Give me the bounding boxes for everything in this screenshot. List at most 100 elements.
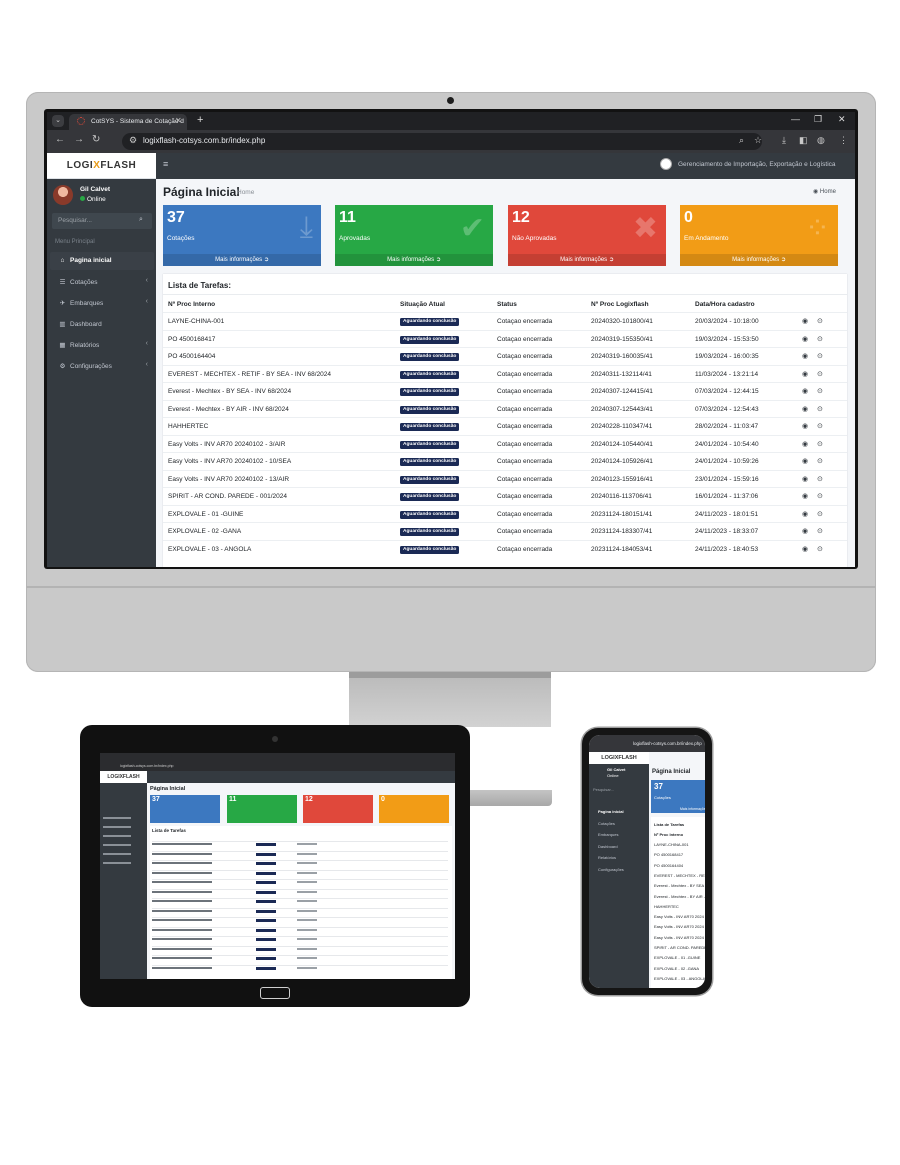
phone-sidebar-item[interactable]: Embarques [598, 832, 619, 837]
reload-icon[interactable]: ↻ [92, 134, 101, 145]
column-header[interactable]: Nº Proc Interno [168, 301, 216, 308]
stat-more-info-link[interactable]: Mais informações ➲ [680, 254, 838, 266]
action-circle-icon[interactable]: ⊙ [817, 458, 823, 465]
phone-table-row: Everest - Mechtex - BY AIR - [654, 893, 705, 899]
top-navbar [156, 153, 855, 179]
user-status-text: Online [87, 196, 106, 203]
stat-more-info-link[interactable]: Mais informações ➲ [335, 254, 493, 266]
zoom-icon[interactable]: ⌕ [739, 135, 745, 145]
view-eye-icon[interactable]: ◉ [802, 475, 809, 483]
tab-search-menu-icon[interactable]: ⌄ [52, 115, 64, 127]
view-eye-icon[interactable]: ◉ [802, 388, 809, 395]
phone-sidebar-item[interactable]: Relatórios [598, 855, 617, 860]
close-window-icon[interactable]: ✕ [838, 114, 846, 124]
hamburger-menu-icon[interactable]: ≡ [163, 159, 169, 169]
brand-logo[interactable]: LOGIXFLASH [47, 153, 156, 179]
tablet-row-text [152, 852, 212, 855]
sidebar-item-embarques[interactable]: ✈ Embarques ‹ [50, 294, 154, 312]
view-eye-icon[interactable]: ◉ [802, 545, 809, 553]
view-eye-icon[interactable]: ◉ [802, 528, 809, 535]
view-eye-icon[interactable]: ◉ [802, 370, 809, 378]
action-circle-icon[interactable]: ⊙ [817, 545, 823, 553]
stat-more-info-text: Mais informações [215, 257, 263, 263]
page-subtitle: Home [237, 189, 255, 196]
user-name[interactable]: Gil Calvet [80, 186, 110, 193]
view-eye-icon[interactable]: ◉ [802, 510, 809, 518]
phone-stat-more[interactable]: Mais informações [680, 807, 705, 811]
stat-more-info-text: Mais informações [560, 257, 608, 263]
view-eye-icon[interactable]: ◉ [802, 353, 809, 360]
tablet-sidebar-item[interactable] [103, 844, 131, 846]
action-circle-icon[interactable]: ⊙ [817, 493, 823, 500]
action-circle-icon[interactable]: ⊙ [817, 440, 823, 448]
bookmark-star-icon[interactable]: ☆ [754, 135, 763, 145]
phone-sidebar-item[interactable]: Pagina inicial [598, 809, 624, 814]
sidebar-item-pagina-inicial[interactable]: ⌂ Pagina inicial [50, 252, 154, 270]
action-circle-icon[interactable]: ⊙ [817, 335, 823, 343]
maximize-icon[interactable]: ❐ [814, 114, 823, 124]
download-icon[interactable]: ⤓ [782, 135, 786, 145]
action-circle-icon[interactable]: ⊙ [817, 370, 823, 378]
stat-more-info-link[interactable]: Mais informações ➲ [508, 254, 666, 266]
phone-sidebar-item[interactable]: Cotações [598, 820, 615, 826]
search-icon[interactable]: ⌕ [139, 216, 143, 223]
side-panel-icon[interactable]: ◧ [799, 135, 808, 145]
site-info-icon[interactable]: ⚙ [129, 135, 138, 145]
action-circle-icon[interactable]: ⊙ [817, 353, 823, 360]
tablet-row-badge [256, 900, 276, 903]
browser-menu-icon[interactable]: ⋮ [839, 135, 848, 145]
tablet-sidebar-item[interactable] [103, 826, 131, 828]
column-header[interactable]: Status [497, 301, 517, 308]
action-circle-icon[interactable]: ⊙ [817, 423, 823, 430]
phone-search-input[interactable]: Pesquisar... [593, 787, 614, 792]
column-header[interactable]: Nº Proc Logixflash [591, 301, 649, 308]
tablet-row-divider [152, 964, 448, 966]
tablet-sidebar-item[interactable] [103, 853, 131, 855]
sidebar-item-cotacoes[interactable]: ☰ Cotações ‹ [50, 273, 154, 291]
tablet-row-badge [256, 871, 276, 875]
tablet-row-badge [256, 881, 276, 884]
tablet-sidebar-item[interactable] [103, 835, 131, 837]
column-header[interactable]: Situação Atual [400, 301, 445, 308]
plane-icon: ✈ [59, 300, 66, 307]
view-eye-icon[interactable]: ◉ [802, 318, 809, 325]
card-divider [163, 294, 847, 295]
phone-sidebar-item[interactable]: Configurações [598, 866, 624, 872]
column-header[interactable]: Data/Hora cadastro [695, 301, 755, 308]
phone-sidebar-item[interactable]: Dashboard [598, 843, 618, 849]
address-bar[interactable] [122, 133, 762, 150]
view-eye-icon[interactable]: ◉ [802, 458, 809, 465]
action-circle-icon[interactable]: ⊙ [817, 388, 823, 395]
sidebar-item-configuracoes[interactable]: ⚙ Configurações ‹ [50, 357, 154, 375]
sidebar-item-relatorios[interactable]: ▦ Relatórios ‹ [50, 336, 154, 354]
tablet-sidebar-item[interactable] [103, 862, 131, 864]
tablet-row-status [297, 909, 317, 912]
sidebar-search-input[interactable]: Pesquisar... [52, 213, 152, 229]
tablet-row-status [297, 871, 317, 874]
close-tab-icon[interactable]: ✕ [175, 116, 182, 125]
action-circle-icon[interactable]: ⊙ [817, 528, 823, 535]
action-circle-icon[interactable]: ⊙ [817, 318, 823, 325]
minimize-icon[interactable]: — [791, 114, 800, 124]
status-badge: Aguardando conclusão [400, 475, 460, 484]
new-tab-icon[interactable]: + [197, 114, 204, 126]
sidebar-item-dashboard[interactable]: ▥ Dashboard [50, 315, 154, 333]
back-icon[interactable]: ← [55, 134, 65, 145]
stat-more-info-link[interactable]: Mais informações ➲ [163, 254, 321, 266]
forward-icon[interactable]: → [74, 134, 84, 145]
view-eye-icon[interactable]: ◉ [802, 493, 809, 500]
action-circle-icon[interactable]: ⊙ [817, 405, 823, 413]
view-eye-icon[interactable]: ◉ [802, 440, 809, 448]
tablet-row-text [152, 966, 212, 969]
view-eye-icon[interactable]: ◉ [802, 423, 809, 430]
profile-icon[interactable]: ◍ [817, 135, 825, 145]
action-circle-icon[interactable]: ⊙ [817, 475, 823, 483]
view-eye-icon[interactable]: ◉ [802, 405, 809, 413]
tablet-sidebar-item[interactable] [103, 817, 131, 819]
view-eye-icon[interactable]: ◉ [802, 335, 809, 343]
action-circle-icon[interactable]: ⊙ [817, 510, 823, 518]
breadcrumb[interactable]: ◉ Home [813, 188, 836, 195]
browser-tab[interactable]: CotSYS - Sistema de Cotação d [69, 114, 187, 130]
user-avatar[interactable] [53, 185, 73, 205]
tablet-home-button[interactable] [260, 987, 290, 999]
